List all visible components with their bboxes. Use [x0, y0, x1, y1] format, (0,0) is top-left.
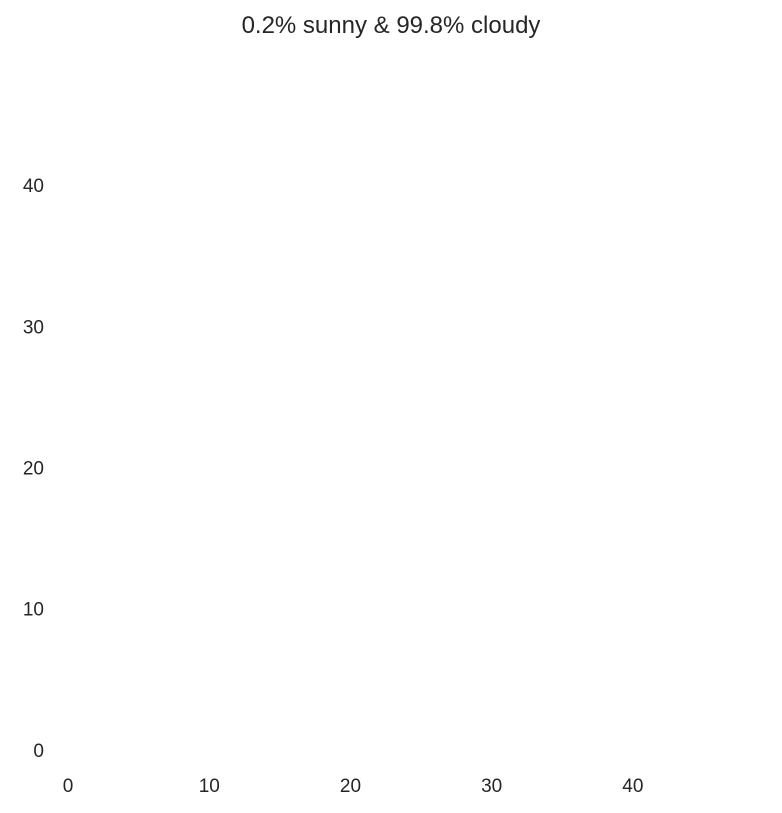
x-tick-label: 10 [199, 776, 220, 797]
y-tick-label: 0 [33, 741, 44, 762]
grid-lines [61, 51, 767, 757]
chart-title: 0.2% sunny & 99.8% cloudy [241, 12, 541, 39]
x-tick-label: 30 [481, 776, 502, 797]
x-tick-label: 0 [63, 776, 74, 797]
y-tick-label: 10 [23, 600, 44, 621]
x-axis-ticks: 0 10 20 30 40 [63, 776, 644, 797]
y-axis-ticks: 0 10 20 30 40 [23, 176, 44, 762]
x-tick-label: 40 [622, 776, 643, 797]
y-tick-label: 20 [23, 459, 44, 480]
x-tick-label: 20 [340, 776, 361, 797]
y-tick-label: 40 [23, 176, 44, 197]
y-tick-label: 30 [23, 317, 44, 338]
